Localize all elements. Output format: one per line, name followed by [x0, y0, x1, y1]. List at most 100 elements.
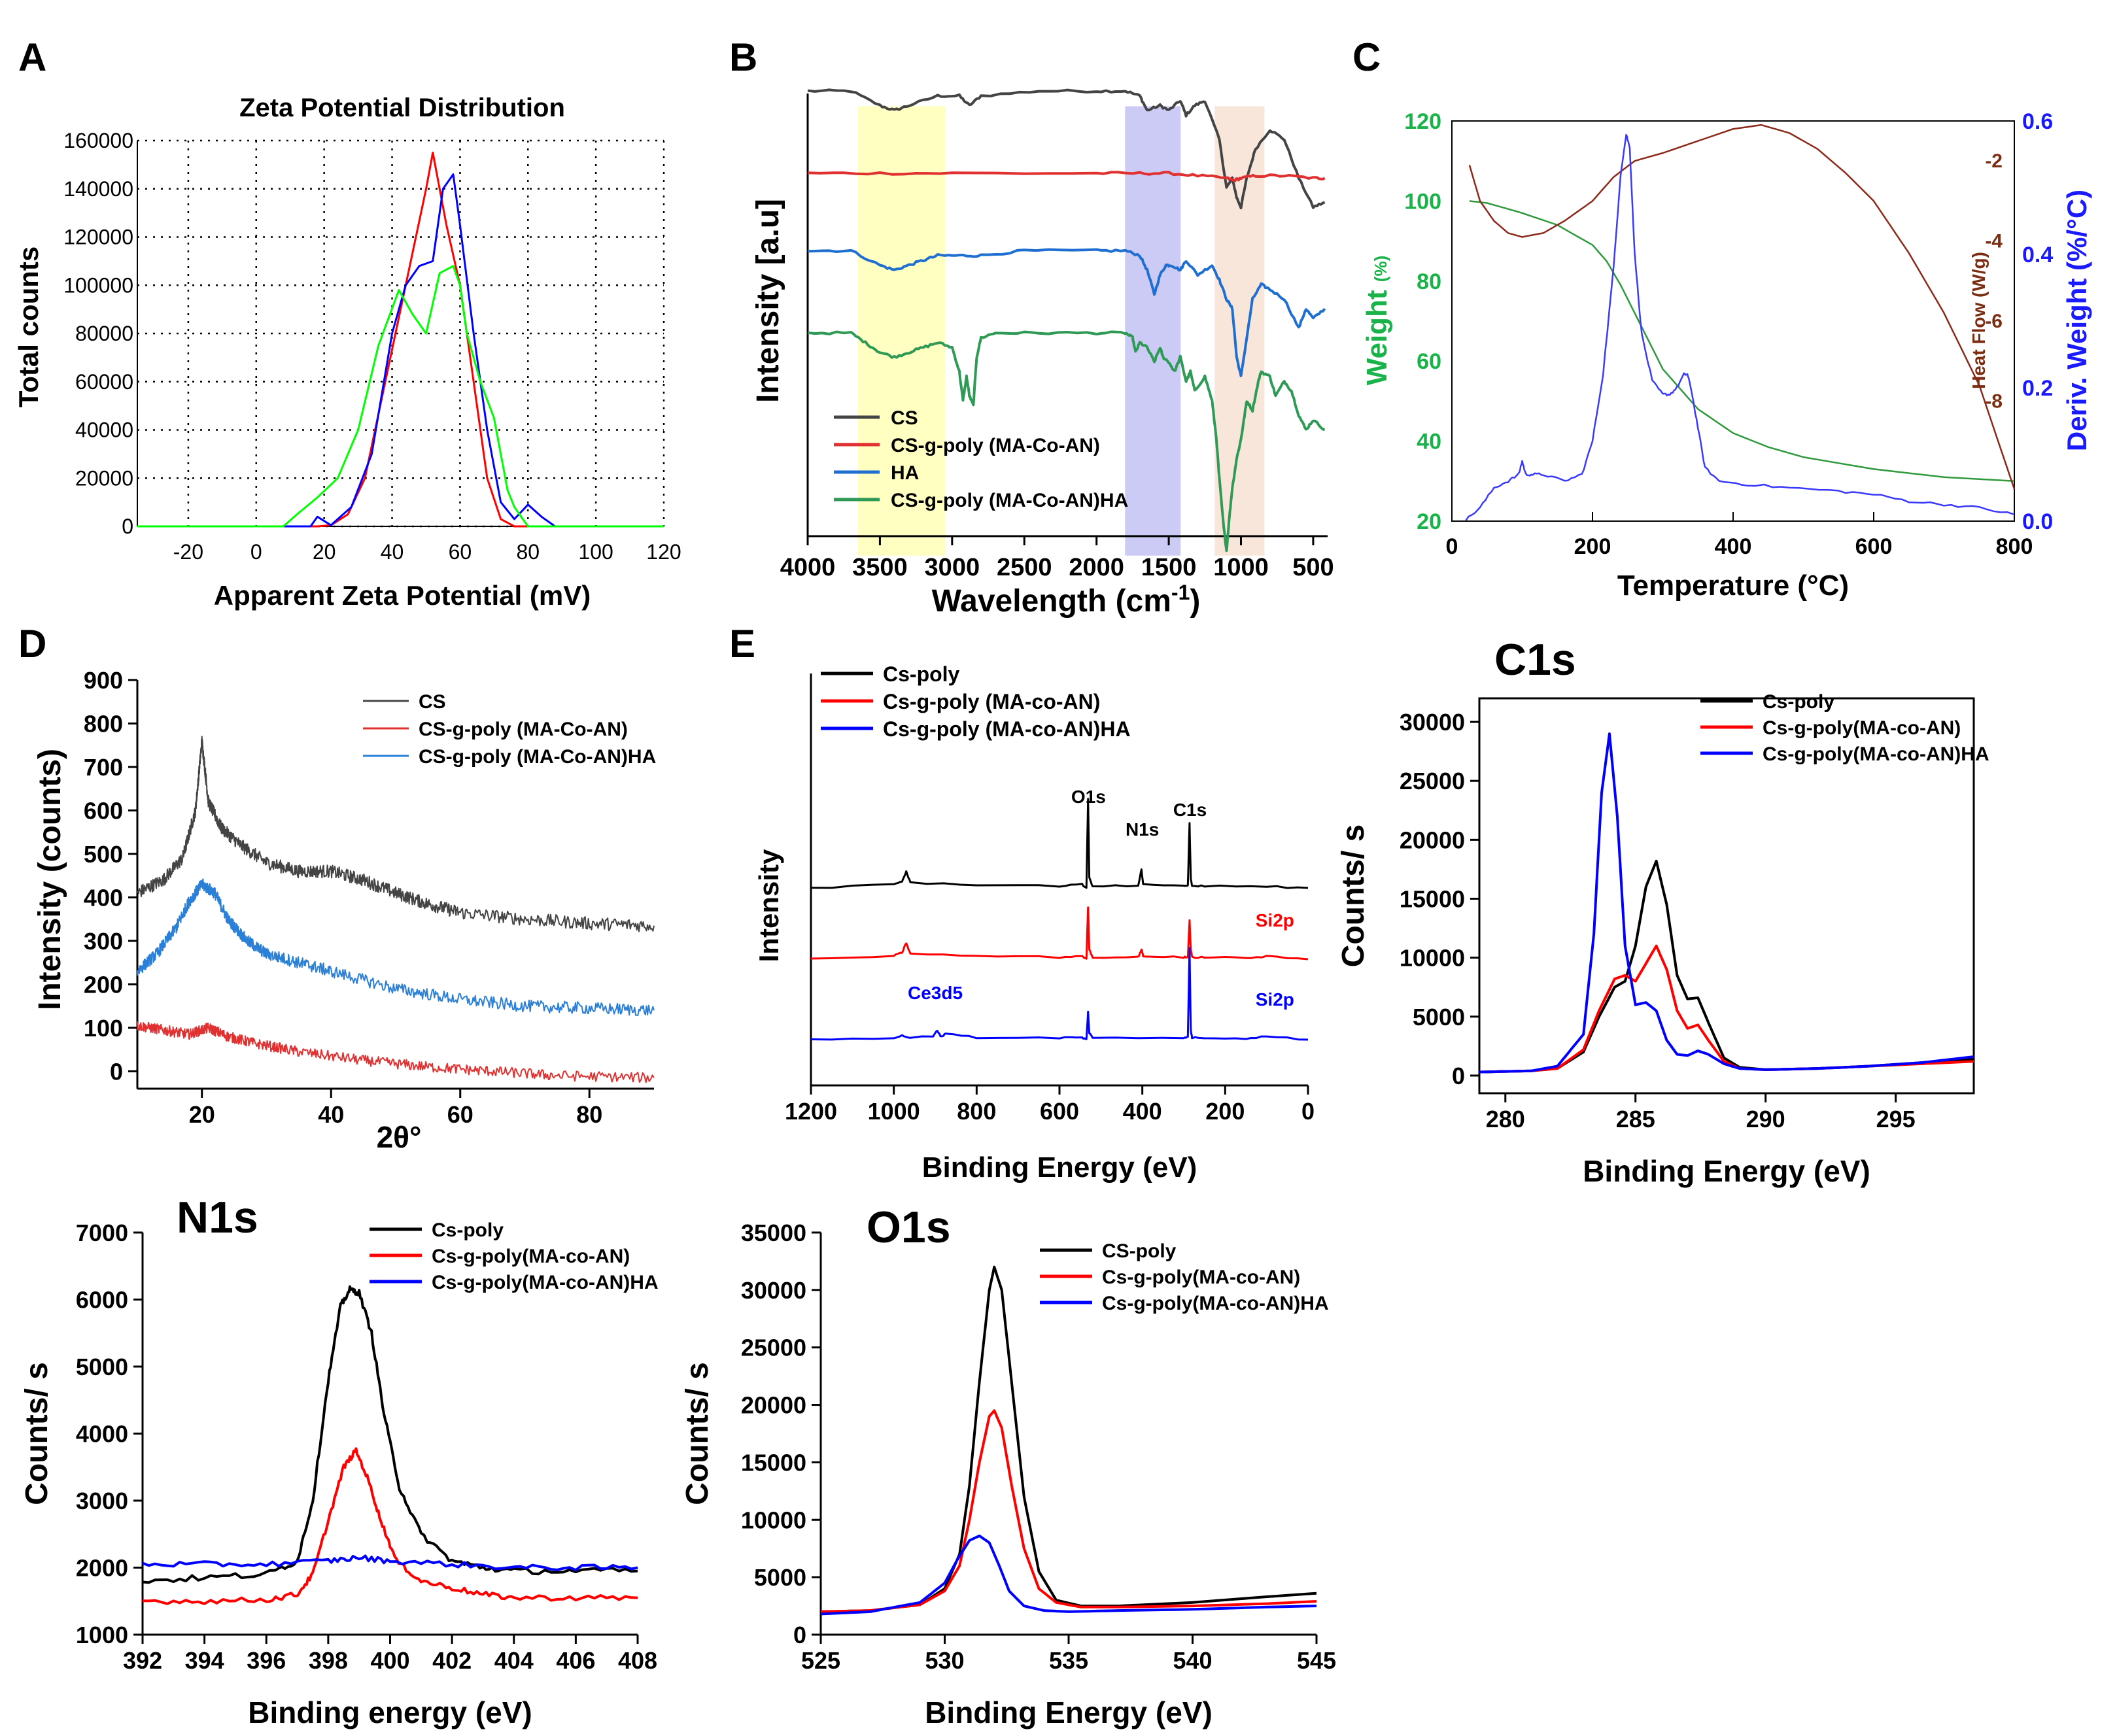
legend-label: Cs-poly	[1763, 691, 1834, 713]
x-tick-label: 295	[1876, 1106, 1916, 1132]
y-tick-label: 3000	[76, 1488, 128, 1514]
y-tick-label: 25000	[1400, 768, 1465, 794]
panel-label-b: B	[729, 35, 757, 79]
y-inner-tick-label: -4	[1985, 231, 2003, 252]
y-right-tick-label: 0.4	[2022, 243, 2053, 267]
y-tick-label: 5000	[754, 1564, 806, 1591]
y-axis-label: Counts/ s	[680, 1362, 715, 1505]
y-tick-label: 7000	[76, 1219, 128, 1246]
tga-series-line-3	[1465, 133, 2015, 521]
y-tick-label: 300	[84, 928, 123, 955]
x-axis-label: Binding Energy (eV)	[1583, 1154, 1870, 1188]
x-axis-label: Binding Energy (eV)	[922, 1151, 1197, 1183]
panel-b-ftir-chart: 4000 3500 3000 2500 2000 1500 1000 500 Wavelengt…	[751, 88, 1334, 619]
plot-frame	[1478, 697, 1975, 1095]
x-tick-label: 540	[1173, 1647, 1212, 1674]
ftir-highlight-band-2	[1125, 106, 1181, 556]
legend-label: CS-g-poly (MA-Co-AN)	[419, 719, 628, 740]
chart-title: C1s	[1494, 635, 1576, 685]
y-tick-label: 2000	[76, 1555, 128, 1582]
x-axis-label: Wavelength (cm-1)	[932, 581, 1201, 619]
x-axis-label: Temperature (°C)	[1617, 570, 1849, 602]
y-tick-label: 0	[122, 515, 133, 538]
x-tick-label: 2500	[997, 554, 1052, 581]
y-tick-label: 500	[84, 841, 123, 868]
x-tick-label: 285	[1616, 1106, 1655, 1132]
panel-c1s-xps-chart: 0 5000 10000 15000 20000 25000 30000 280 285 290 2…	[1336, 635, 1989, 1188]
panel-e-xps-survey-chart: 1200 1000 800 600 400 200 0 Binding Energy (eV)…	[753, 662, 1315, 1183]
x-tick-label: 406	[556, 1647, 595, 1674]
tga-series-line-2	[1468, 124, 2016, 490]
x-tick-label: 80	[576, 1101, 602, 1128]
xps-survey-series-line-1	[810, 798, 1309, 889]
x-axis-label: 2θ°	[377, 1120, 422, 1154]
c1s-series-line-3	[1479, 732, 1974, 1074]
x-tick-label: 545	[1297, 1647, 1336, 1674]
y-left-tick-label: 20	[1417, 509, 1441, 534]
panel-label-e: E	[729, 622, 755, 666]
ftir-highlight-band-1	[857, 106, 946, 556]
x-tick-label: 60	[447, 1101, 473, 1128]
panel-label-d: D	[18, 622, 46, 666]
legend-label: Cs-g-poly (MA-co-AN)	[883, 690, 1100, 713]
y-tick-label: 900	[84, 667, 123, 694]
xrd-series-line-1	[137, 736, 655, 932]
y-tick-label: 0	[793, 1622, 806, 1648]
x-tick-label: 60	[449, 540, 472, 564]
y-inner-tick-label: -2	[1985, 150, 2003, 172]
x-tick-label: 535	[1049, 1647, 1088, 1674]
y-tick-label: 35000	[741, 1219, 806, 1246]
x-tick-label: 400	[1715, 534, 1752, 559]
y-tick-label: 0	[1452, 1063, 1465, 1089]
panel-letters: A B C D E	[18, 35, 1381, 666]
y-tick-label: 4000	[76, 1421, 128, 1448]
peak-annotation: Si2p	[1256, 989, 1294, 1010]
panel-n1s-xps-chart: 1000 2000 3000 4000 5000 6000 7000 392 394 396 398…	[20, 1193, 659, 1729]
panel-c-tga-chart: 0 200 400 600 800204060801001200.00.20.40.6-…	[1361, 109, 2092, 602]
peak-annotation: Si2p	[1256, 910, 1294, 930]
x-tick-label: 0	[1301, 1098, 1315, 1125]
panel-d-xrd-chart: 0 100 200 300 400 500 600 700 800 900 20 40 60 80 2θ° I…	[33, 667, 656, 1154]
legend-label: Cs-g-poly(MA-co-AN)	[1102, 1267, 1300, 1288]
y-right-tick-label: 0.2	[2022, 376, 2053, 401]
legend-label: Cs-g-poly(MA-co-AN)HA	[432, 1272, 659, 1293]
y-tick-label: 6000	[76, 1287, 128, 1314]
y-left-axis-label: Weight (%)	[1361, 256, 1393, 386]
x-tick-label: 20	[313, 540, 336, 564]
xrd-series-line-3	[137, 878, 655, 1016]
peak-annotation: O1s	[1071, 787, 1106, 807]
ftir-series-line-1	[807, 88, 1326, 210]
legend-label: Cs-poly	[883, 662, 960, 686]
ftir-series-line-4	[807, 330, 1326, 553]
y-right-axis-label: Deriv. Weight (%/°C)	[2061, 190, 2092, 451]
x-tick-label: 200	[1205, 1098, 1245, 1125]
panel-a-zeta-chart: Zeta Potential Distribution -20 0 20 40 60 80 1…	[13, 94, 681, 611]
legend-label: CS	[419, 691, 446, 713]
legend-label: Cs-g-poly (MA-co-AN)HA	[883, 717, 1131, 741]
legend-label: Cs-g-poly(MA-co-AN)	[432, 1246, 630, 1267]
legend-label: CS-poly	[1102, 1240, 1177, 1262]
n1s-series-line-3	[142, 1554, 638, 1572]
x-tick-label: 290	[1746, 1106, 1785, 1132]
peak-annotation: N1s	[1126, 819, 1159, 840]
y-tick-label: 700	[84, 754, 123, 781]
legend-label: Cs-g-poly(MA-co-AN)HA	[1763, 743, 1989, 765]
y-left-tick-label: 40	[1417, 430, 1441, 454]
x-tick-label: 3500	[852, 554, 908, 581]
y-tick-label: 200	[84, 971, 123, 998]
y-tick-label: 15000	[1400, 886, 1465, 913]
chart-title: O1s	[867, 1202, 951, 1252]
zeta-series-line-1	[137, 151, 664, 528]
tga-series-line-1	[1469, 200, 2015, 483]
x-tick-label: 800	[957, 1098, 996, 1125]
y-left-tick-label: 120	[1404, 109, 1441, 134]
legend-label: CS-g-poly (MA-Co-AN)HA	[891, 490, 1128, 511]
y-axis-label: Total counts	[13, 247, 44, 408]
legend-label: Cs-g-poly(MA-co-AN)HA	[1102, 1293, 1329, 1314]
y-tick-label: 10000	[741, 1506, 806, 1533]
legend-label: CS	[891, 407, 918, 429]
x-tick-label: 600	[1040, 1098, 1079, 1125]
x-tick-label: 40	[318, 1101, 344, 1128]
y-tick-label: 60000	[75, 370, 133, 394]
